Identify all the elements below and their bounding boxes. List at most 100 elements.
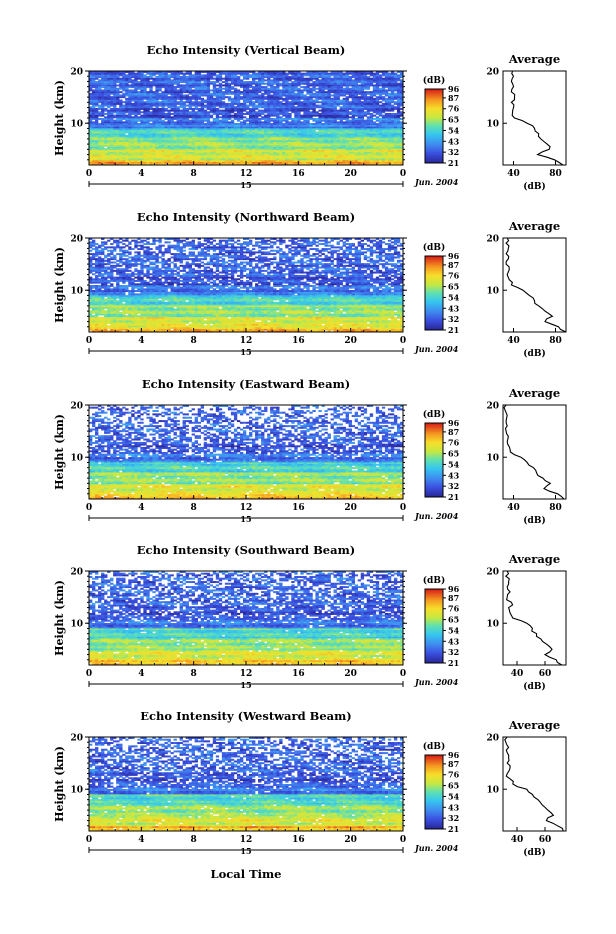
heatmap-cell xyxy=(372,158,377,161)
heatmap-cell xyxy=(324,91,328,94)
heatmap-cell xyxy=(360,161,365,164)
heatmap-cell xyxy=(258,159,262,162)
heatmap-cell xyxy=(318,163,322,166)
heatmap-cell xyxy=(122,158,126,161)
heatmap-cell xyxy=(221,84,226,87)
heatmap-cell xyxy=(182,158,186,161)
heatmap-cell xyxy=(173,161,177,164)
heatmap-cell xyxy=(230,161,235,164)
heatmap-cell xyxy=(218,119,223,122)
heatmap-cell xyxy=(282,118,286,120)
heatmap-cell xyxy=(233,161,238,164)
heatmap-cell xyxy=(294,159,298,162)
heatmap-cell xyxy=(218,158,223,161)
heatmap-cell xyxy=(221,158,226,161)
heatmap-cell xyxy=(200,159,205,162)
heatmap-cell xyxy=(104,116,108,119)
heatmap-cell xyxy=(122,104,126,107)
heatmap-cell xyxy=(191,159,195,162)
heatmap-cell xyxy=(399,163,404,166)
heatmap-cell xyxy=(396,159,401,162)
heatmap-cell xyxy=(348,159,352,162)
heatmap-cell xyxy=(98,123,102,126)
heatmap-cell xyxy=(393,101,398,104)
heatmap-cell xyxy=(315,111,319,114)
heatmap-cell xyxy=(261,92,265,95)
heatmap-cell xyxy=(264,158,268,161)
heatmap-cell xyxy=(303,159,307,162)
heatmap-cell xyxy=(233,106,238,109)
heatmap-cell xyxy=(143,101,147,104)
heatmap-cell xyxy=(92,159,96,162)
heatmap-cell xyxy=(236,89,241,92)
heatmap-cell xyxy=(98,79,102,82)
heatmap-cell xyxy=(381,114,386,117)
heatmap-cell xyxy=(315,104,319,107)
heatmap-cell xyxy=(209,92,214,95)
heatmap-cell xyxy=(200,158,205,161)
heatmap-cell xyxy=(264,114,268,117)
heatmap-cell xyxy=(318,101,322,104)
heatmap-cell xyxy=(125,158,129,161)
heatmap-cell xyxy=(300,163,304,166)
heatmap-cell xyxy=(227,82,232,85)
heatmap-cell xyxy=(143,158,147,161)
heatmap-cell xyxy=(267,163,271,166)
heatmap-cell xyxy=(134,161,138,164)
heatmap-cell xyxy=(294,161,298,164)
heatmap-cell xyxy=(315,158,319,161)
heatmap-cell xyxy=(119,159,123,162)
heatmap-cell xyxy=(348,87,352,90)
heatmap-cell xyxy=(303,161,307,164)
heatmap-cell xyxy=(101,89,105,92)
heatmap-cell xyxy=(396,82,401,85)
heatmap-cell xyxy=(239,102,244,105)
heatmap-cell xyxy=(236,161,241,164)
heatmap-cell xyxy=(101,163,105,166)
heatmap-cell xyxy=(209,121,214,124)
heatmap-cell xyxy=(288,112,292,115)
heatmap-cell xyxy=(200,82,205,85)
heatmap-cell xyxy=(209,81,214,84)
heatmap-cell xyxy=(233,159,238,162)
heatmap-cell xyxy=(312,163,316,166)
heatmap-cell xyxy=(264,161,268,164)
heatmap-cell xyxy=(258,109,262,112)
heatmap-cell xyxy=(258,158,262,161)
heatmap-cell xyxy=(396,161,401,164)
heatmap-cell xyxy=(104,107,108,110)
heatmap-cell xyxy=(239,161,244,164)
heatmap-cell xyxy=(270,159,274,162)
heatmap-cell xyxy=(155,163,159,166)
heatmap-cell xyxy=(255,81,259,84)
heatmap-cell xyxy=(297,158,301,161)
heatmap-cell xyxy=(393,159,398,162)
heatmap-cell xyxy=(89,159,93,162)
heatmap-cell xyxy=(351,159,355,162)
heatmap-cell xyxy=(378,159,383,162)
heatmap-cell xyxy=(113,114,117,117)
heatmap-cell xyxy=(375,96,380,99)
heatmap-cell xyxy=(387,92,392,95)
heatmap-cell xyxy=(215,159,220,162)
heatmap-cell xyxy=(128,163,132,166)
heatmap-cell xyxy=(318,112,322,115)
heatmap-cell xyxy=(288,158,292,161)
heatmap-cell xyxy=(366,91,371,94)
heatmap-cell xyxy=(273,163,277,166)
heatmap-cell xyxy=(107,158,111,161)
heatmap-cell xyxy=(369,161,374,164)
heatmap-cell xyxy=(140,159,144,162)
heatmap-cell xyxy=(360,101,365,104)
heatmap-cell xyxy=(345,158,349,161)
heatmap-cell xyxy=(333,159,337,162)
heatmap-cell xyxy=(348,158,352,161)
heatmap-cell xyxy=(209,158,214,161)
heatmap-cell xyxy=(288,82,292,85)
heatmap-cell xyxy=(279,89,283,92)
heatmap-cell xyxy=(246,123,250,126)
heatmap-cell xyxy=(125,161,129,164)
heatmap-cell xyxy=(249,89,253,92)
heatmap-cell xyxy=(155,159,159,162)
heatmap-cell xyxy=(378,118,383,120)
